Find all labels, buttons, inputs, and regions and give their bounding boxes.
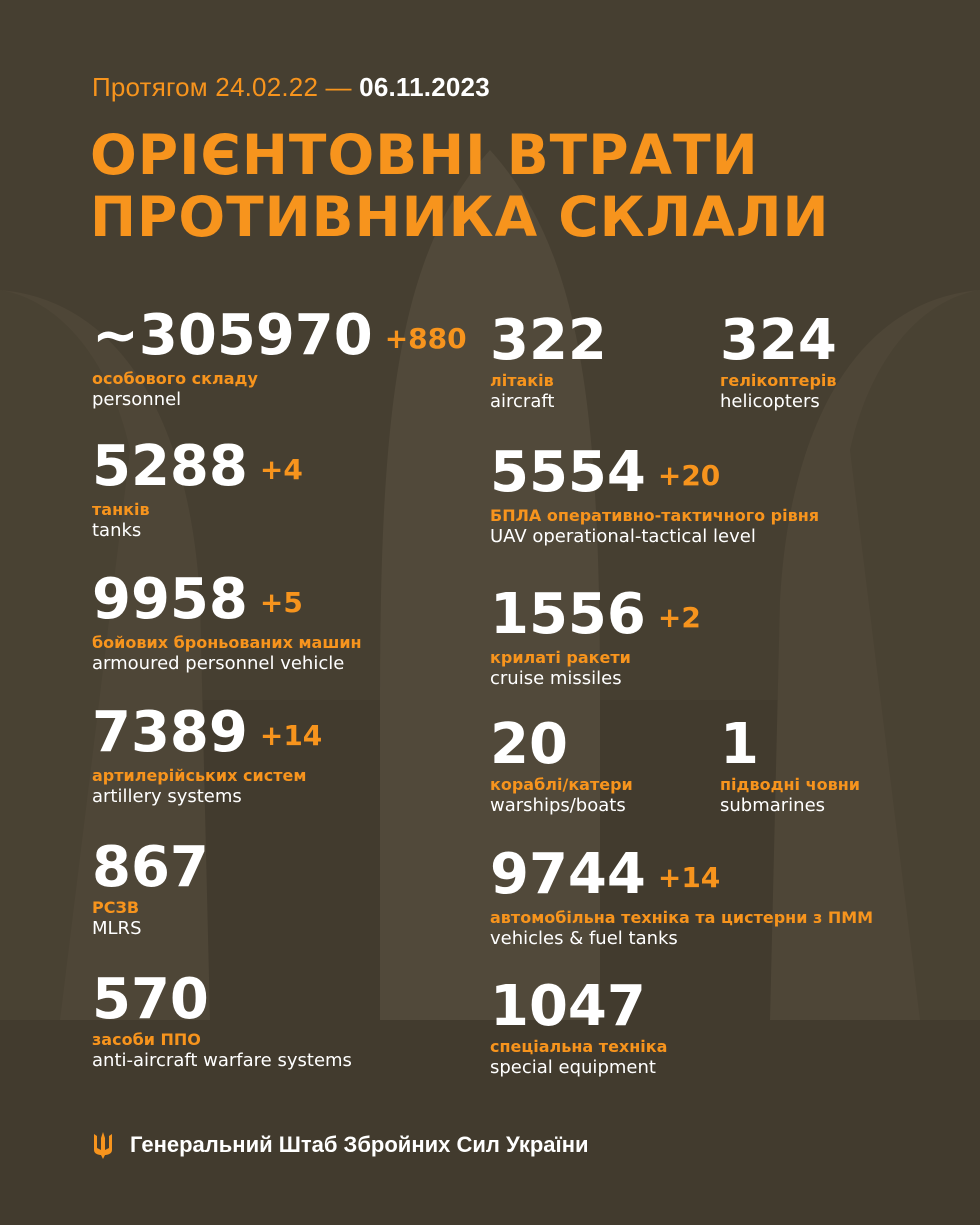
stat-label-ua: БПЛА оперативно-тактичного рівня [490, 506, 820, 525]
stat-label-ua: автомобільна техніка та цистерни з ПММ [490, 908, 874, 927]
stat-label-en: special equipment [490, 1057, 656, 1078]
stat-number: 324 [720, 308, 837, 373]
stat-label-en: MLRS [92, 918, 142, 939]
stat-label-en: vehicles & fuel tanks [490, 928, 678, 949]
stat-number: 570 [92, 967, 209, 1032]
stat-value: 9958 +5 [92, 570, 362, 633]
footer-text: Генеральний Штаб Збройних Сил України [130, 1132, 589, 1157]
stat-left-0: ~305970 +880 особового складу personnel [92, 306, 467, 411]
stat-number: 5288 [92, 434, 248, 499]
stat-label-ua: літаків [490, 371, 554, 390]
stat-label-ua: гелікоптерів [720, 371, 837, 390]
stat-label-en: UAV operational-tactical level [490, 526, 756, 547]
stat-label-ua: танків [92, 500, 150, 519]
stat-number: ~305970 [92, 303, 373, 368]
stat-number: 7389 [92, 700, 248, 765]
period-date: 06.11.2023 [359, 72, 490, 102]
stat-number: 1 [720, 712, 759, 777]
stat-label-ua: артилерійських систем [92, 766, 307, 785]
stat-label-en: artillery systems [92, 786, 242, 807]
stat-number: 1047 [490, 974, 646, 1039]
stat-label-ua: засоби ППО [92, 1030, 201, 1049]
page-title: ОРІЄНТОВНІ ВТРАТИ ПРОТИВНИКА СКЛАЛИ [90, 124, 830, 248]
stat-label-ua: спеціальна техніка [490, 1037, 668, 1056]
stat-label-ua: РСЗВ [92, 898, 140, 917]
stat-right-6: 9744 +14 автомобільна техніка та цистерни … [490, 845, 873, 950]
stat-delta: +880 [384, 322, 467, 355]
stat-left-5: 570 засоби ППО anti-aircraft warfare syste… [92, 970, 352, 1072]
trident-icon [94, 1132, 112, 1159]
stat-number: 9744 [490, 842, 646, 907]
stat-right-3: 1556 +2 крилаті ракети cruise missiles [490, 585, 701, 690]
stat-delta: +14 [259, 719, 323, 752]
stat-value: 5554 +20 [490, 443, 819, 506]
stat-value: 570 [92, 970, 352, 1030]
stat-value: 324 [720, 311, 837, 371]
title-line-2: ПРОТИВНИКА СКЛАЛИ [90, 185, 830, 249]
stat-value: 20 [490, 715, 633, 775]
stat-left-3: 7389 +14 артилерійських систем artillery sy… [92, 703, 322, 808]
stat-number: 867 [92, 835, 209, 900]
stat-left-1: 5288 +4 танків tanks [92, 437, 303, 542]
stat-label-ua: особового складу [92, 369, 258, 388]
stat-value: 322 [490, 311, 607, 371]
stat-right-2: 5554 +20 БПЛА оперативно-тактичного рівня U… [490, 443, 819, 548]
stat-right-5: 1 підводні човни submarines [720, 715, 860, 817]
stat-label-en: helicopters [720, 391, 820, 412]
period-range: Протягом 24.02.22 — 06.11.2023 [92, 72, 490, 103]
stat-label-en: warships/boats [490, 795, 626, 816]
stat-delta: +2 [657, 601, 701, 634]
stat-number: 5554 [490, 440, 646, 505]
stat-label-en: tanks [92, 520, 142, 541]
stat-label-ua: бойових броньованих машин [92, 633, 362, 652]
footer: Генеральний Штаб Збройних Сил України [92, 1130, 589, 1160]
stat-right-0: 322 літаків aircraft [490, 311, 607, 413]
stat-label-ua: кораблі/катери [490, 775, 633, 794]
stat-right-7: 1047 спеціальна техніка special equipment [490, 977, 667, 1079]
stat-label-en: cruise missiles [490, 668, 622, 689]
stat-number: 1556 [490, 582, 646, 647]
stat-value: 867 [92, 838, 209, 898]
stat-label-ua: крилаті ракети [490, 648, 631, 667]
stat-delta: +14 [657, 861, 721, 894]
stat-left-2: 9958 +5 бойових броньованих машин armoured … [92, 570, 362, 675]
stat-label-en: aircraft [490, 391, 555, 412]
stat-delta: +5 [259, 586, 303, 619]
stat-number: 322 [490, 308, 607, 373]
stat-left-4: 867 РСЗВ MLRS [92, 838, 209, 940]
stat-label-en: armoured personnel vehicle [92, 653, 345, 674]
stat-value: 1556 +2 [490, 585, 701, 648]
title-line-1: ОРІЄНТОВНІ ВТРАТИ [90, 123, 759, 187]
stat-number: 9958 [92, 567, 248, 632]
stat-value: ~305970 +880 [92, 306, 467, 369]
stat-number: 20 [490, 712, 568, 777]
stat-label-en: personnel [92, 389, 182, 410]
stat-right-1: 324 гелікоптерів helicopters [720, 311, 837, 413]
stat-value: 5288 +4 [92, 437, 303, 500]
stat-delta: +20 [657, 459, 721, 492]
stat-label-en: submarines [720, 795, 826, 816]
stat-value: 9744 +14 [490, 845, 873, 908]
stat-label-en: anti-aircraft warfare systems [92, 1050, 352, 1071]
stat-right-4: 20 кораблі/катери warships/boats [490, 715, 633, 817]
stat-value: 1 [720, 715, 860, 775]
stat-value: 1047 [490, 977, 667, 1037]
period-prefix: Протягом 24.02.22 — [92, 72, 352, 102]
stat-delta: +4 [259, 453, 303, 486]
stat-value: 7389 +14 [92, 703, 322, 766]
stat-label-ua: підводні човни [720, 775, 860, 794]
